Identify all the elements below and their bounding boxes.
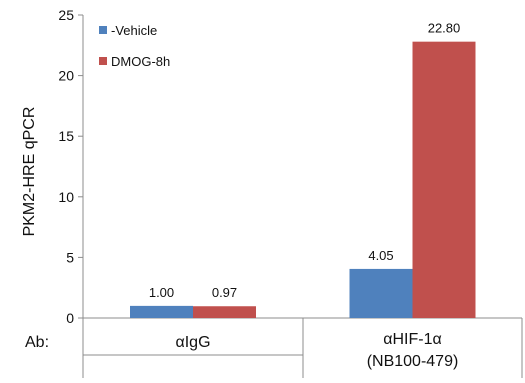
y-tick-label: 25 (58, 7, 74, 23)
bar-dmog-8h-1 (412, 41, 476, 318)
legend-swatch-1 (99, 57, 107, 65)
legend: -Vehicle DMOG-8h (99, 23, 170, 69)
bar-value-label: 22.80 (428, 21, 461, 36)
y-axis-title: PKM2-HRE qPCR (21, 107, 38, 237)
bar-value-label: 4.05 (368, 248, 393, 263)
bar-dmog-8h-0 (193, 306, 256, 318)
data-labels: 1.00 0.97 4.05 22.80 (149, 21, 460, 301)
y-tick-label: 0 (66, 310, 74, 326)
category-label: αIgG (175, 334, 210, 351)
category-label: αHIF-1α (383, 331, 442, 348)
bar-vehicle-0 (130, 305, 193, 318)
category-table: Ab: αIgG αHIF-1α (NB100-479) (25, 318, 523, 378)
y-tick-label: 20 (58, 68, 74, 84)
y-tick-label: 5 (66, 249, 74, 265)
bar-value-label: 0.97 (212, 285, 237, 300)
legend-swatch-0 (99, 26, 107, 34)
bars (130, 41, 476, 318)
legend-label-1: DMOG-8h (111, 54, 170, 69)
category-label: (NB100-479) (367, 353, 459, 370)
bar-value-label: 1.00 (149, 285, 174, 300)
category-prefix-label: Ab: (25, 334, 49, 351)
y-tick-label: 10 (58, 189, 74, 205)
legend-label-0: -Vehicle (111, 23, 157, 38)
y-tick-label: 15 (58, 128, 74, 144)
bar-vehicle-1 (349, 268, 413, 318)
